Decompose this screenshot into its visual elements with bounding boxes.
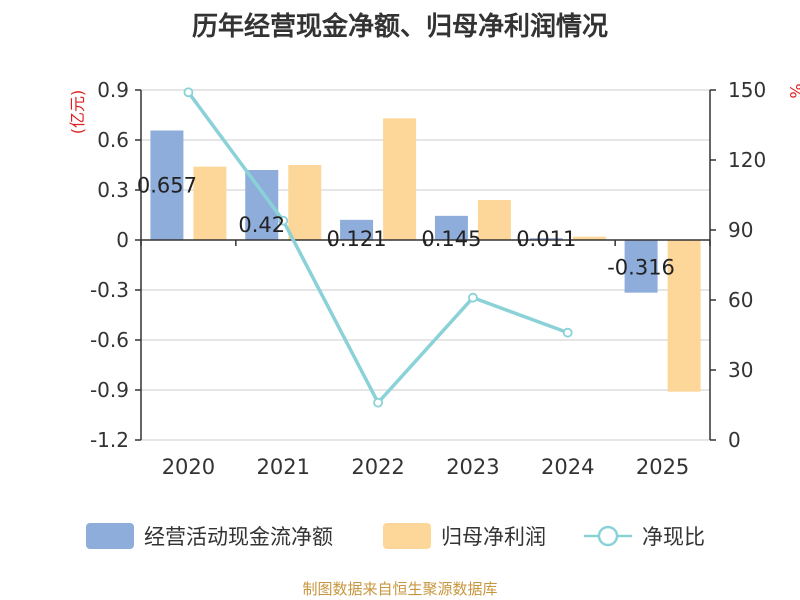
- ratio-line: [183, 87, 573, 408]
- left-axis-unit: (亿元): [68, 90, 87, 135]
- left-tick-label: 0.3: [97, 178, 129, 202]
- cashflow-bar: [340, 219, 374, 240]
- cashflow-data-label: 0.42: [238, 213, 285, 237]
- ratio-point: [468, 292, 478, 303]
- legend-swatch-ratio: [584, 525, 632, 547]
- left-tick-label: -0.3: [90, 278, 129, 302]
- legend-label-ratio: 净现比: [642, 525, 705, 549]
- legend-item-ratio[interactable]: 净现比: [582, 516, 705, 556]
- right-tick-label: 90: [728, 218, 753, 242]
- cashflow-bar: [624, 240, 658, 293]
- right-tick-label: 0: [728, 428, 741, 452]
- profit-bar: [193, 166, 227, 240]
- cashflow-data-label: 0.657: [137, 174, 197, 198]
- legend-label-profit: 归母净利润: [441, 525, 546, 549]
- ratio-point: [562, 327, 573, 338]
- profit-bar: [572, 236, 606, 240]
- left-tick-label: 0: [116, 228, 129, 252]
- ratio-point: [183, 87, 194, 98]
- profit-bar: [667, 240, 701, 392]
- legend-swatch-profit: [383, 523, 431, 549]
- right-tick-label: 120: [728, 148, 766, 172]
- cashflow-data-label: 0.011: [516, 227, 576, 251]
- legend-item-profit[interactable]: 归母净利润: [383, 516, 546, 556]
- gridlines: [141, 89, 710, 441]
- cashflow-bar: [529, 238, 563, 240]
- x-tick-label: 2021: [257, 455, 310, 479]
- cashflow-data-label: 0.145: [421, 227, 481, 251]
- legend-label-cashflow: 经营活动现金流净额: [144, 525, 333, 549]
- right-tick-label: 30: [728, 358, 753, 382]
- ratio-point: [278, 215, 289, 226]
- legend-swatch-cashflow: [86, 523, 134, 549]
- bars: [150, 118, 701, 392]
- cashflow-bar: [434, 215, 468, 240]
- right-tick-label: 60: [728, 288, 753, 312]
- right-tick-label: 150: [728, 78, 766, 102]
- right-axis-unit: %: [786, 83, 800, 98]
- ratio-point: [373, 397, 383, 408]
- legend: 经营活动现金流净额 归母净利润 净现比: [0, 516, 800, 556]
- x-tick-label: 2022: [351, 455, 404, 479]
- profit-bar: [477, 200, 511, 240]
- x-tick-label: 2024: [541, 455, 594, 479]
- left-tick-label: -1.2: [90, 428, 129, 452]
- cashflow-data-label: -0.316: [607, 255, 675, 279]
- cashflow-bar: [150, 130, 184, 240]
- source-note: 制图数据来自恒生聚源数据库: [302, 580, 498, 598]
- x-tick-label: 2020: [162, 455, 215, 479]
- profit-bar: [288, 165, 322, 240]
- right-axis: 150 120 90 60 30 0%: [709, 78, 800, 452]
- chart-title: 历年经营现金净额、归母净利润情况: [191, 12, 608, 42]
- legend-item-cashflow[interactable]: 经营活动现金流净额: [86, 516, 333, 556]
- x-axis: 2020 2021 2022 2023 2024 2025: [162, 455, 690, 479]
- profit-bar: [383, 118, 417, 240]
- left-tick-label: -0.9: [90, 378, 129, 402]
- data-labels: 0.657 0.42 0.121 0.145 0.011 -0.316: [137, 174, 675, 280]
- left-tick-label: 0.9: [97, 78, 129, 102]
- left-tick-label: 0.6: [97, 128, 129, 152]
- x-tick-label: 2023: [446, 455, 499, 479]
- cashflow-data-label: 0.121: [327, 227, 387, 251]
- left-tick-label: -0.6: [90, 328, 129, 352]
- left-axis: 0.9 0.6 0.3 0 -0.3 -0.6 -0.9 -1.2 (亿元): [68, 78, 142, 452]
- x-tick-label: 2025: [636, 455, 689, 479]
